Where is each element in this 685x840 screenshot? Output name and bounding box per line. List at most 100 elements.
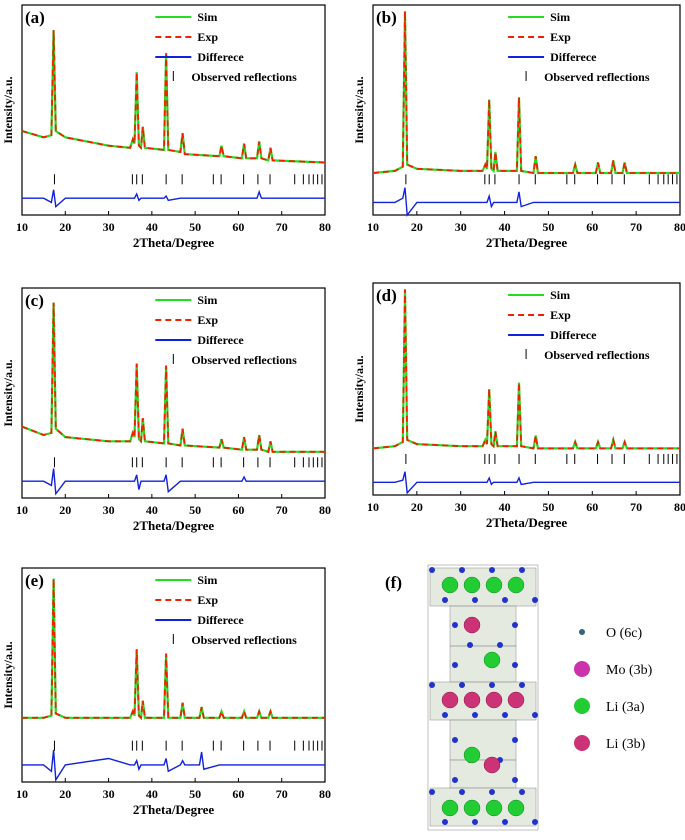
x-tick-label: 80 xyxy=(319,503,331,517)
legend-atom xyxy=(574,698,590,714)
series-line xyxy=(22,578,325,721)
legend-label: Observed reflections xyxy=(191,353,297,367)
x-tick-label: 20 xyxy=(411,500,423,514)
legend-atom xyxy=(574,661,590,677)
plot-frame xyxy=(372,4,681,216)
panel-label: (b) xyxy=(376,8,397,27)
series-line xyxy=(373,471,680,495)
x-tick-label: 50 xyxy=(189,503,201,517)
plot-frame xyxy=(372,282,681,496)
x-tick-label: 80 xyxy=(674,220,685,234)
legend-label: Differece xyxy=(197,50,244,64)
x-tick-label: 60 xyxy=(232,787,244,801)
y-axis-label: Intensity/a.u. xyxy=(1,641,15,708)
series-line xyxy=(22,468,325,496)
plot-frame xyxy=(21,287,326,499)
x-axis-label: 2Theta/Degree xyxy=(486,515,568,530)
x-tick-label: 80 xyxy=(319,787,331,801)
series-line xyxy=(21,30,326,164)
x-tick-label: 20 xyxy=(59,503,71,517)
legend-label: Observed reflections xyxy=(544,70,650,84)
panel-label: (f) xyxy=(385,573,402,592)
panel-label: (c) xyxy=(25,291,44,310)
legend-label: Sim xyxy=(550,10,570,24)
x-tick-label: 20 xyxy=(59,787,71,801)
legend-label: Differece xyxy=(197,613,244,627)
x-tick-label: 60 xyxy=(586,500,598,514)
legend-atom xyxy=(579,629,585,635)
x-tick-label: 10 xyxy=(367,220,379,234)
x-tick-label: 70 xyxy=(630,220,642,234)
y-axis-label: Intensity/a.u. xyxy=(1,76,15,143)
x-axis-label: 2Theta/Degree xyxy=(133,518,215,533)
x-tick-label: 20 xyxy=(59,220,71,234)
x-axis-label: 2Theta/Degree xyxy=(133,235,215,250)
oxygen-atoms xyxy=(429,567,538,825)
panel-label: (e) xyxy=(25,571,44,590)
legend-label: Sim xyxy=(550,288,570,302)
x-tick-label: 60 xyxy=(586,220,598,234)
legend-label: Observed reflections xyxy=(191,70,297,84)
legend-label: Observed reflections xyxy=(191,633,297,647)
y-axis-label: Intensity/a.u. xyxy=(352,76,366,143)
legend-label: Sim xyxy=(197,573,217,587)
series-line xyxy=(22,749,325,783)
legend-label: Differece xyxy=(197,333,244,347)
y-axis-label: Intensity/a.u. xyxy=(352,355,366,422)
series-line xyxy=(372,289,680,450)
x-tick-label: 40 xyxy=(146,220,158,234)
series-line xyxy=(22,578,325,720)
x-tick-label: 10 xyxy=(16,787,28,801)
legend-label: Differece xyxy=(550,328,597,342)
y-axis-label: Intensity/a.u. xyxy=(1,359,15,426)
plot-frame xyxy=(21,567,326,783)
x-tick-label: 70 xyxy=(276,787,288,801)
x-tick-label: 10 xyxy=(16,503,28,517)
x-tick-label: 40 xyxy=(499,500,511,514)
x-axis-label: 2Theta/Degree xyxy=(133,802,215,817)
legend-atom xyxy=(574,735,590,751)
series-line xyxy=(22,189,325,208)
x-tick-label: 50 xyxy=(542,220,554,234)
x-tick-label: 10 xyxy=(367,500,379,514)
series-line xyxy=(21,30,326,164)
legend-label: Exp xyxy=(197,30,218,44)
x-tick-label: 30 xyxy=(103,787,115,801)
legend-label: Exp xyxy=(550,308,571,322)
x-tick-label: 30 xyxy=(103,220,115,234)
x-tick-label: 80 xyxy=(674,500,685,514)
x-tick-label: 70 xyxy=(630,500,642,514)
legend-label: O (6c) xyxy=(606,626,642,641)
legend-label: Observed reflections xyxy=(544,348,650,362)
x-tick-label: 60 xyxy=(232,220,244,234)
series-line xyxy=(21,302,325,453)
x-tick-label: 50 xyxy=(189,787,201,801)
series-line xyxy=(372,11,680,175)
series-line xyxy=(372,289,680,450)
x-tick-label: 30 xyxy=(455,500,467,514)
crystal-structure xyxy=(427,564,539,831)
x-tick-label: 30 xyxy=(103,503,115,517)
x-tick-label: 70 xyxy=(276,503,288,517)
x-tick-label: 70 xyxy=(276,220,288,234)
x-tick-label: 40 xyxy=(146,787,158,801)
legend-label: Sim xyxy=(197,293,217,307)
legend-label: Mo (3b) xyxy=(606,663,653,678)
series-line xyxy=(21,302,325,454)
x-tick-label: 30 xyxy=(455,220,467,234)
x-axis-label: 2Theta/Degree xyxy=(486,235,568,250)
legend-label: Exp xyxy=(550,30,571,44)
x-tick-label: 10 xyxy=(16,220,28,234)
panel-label: (d) xyxy=(376,286,397,305)
x-tick-label: 50 xyxy=(189,220,201,234)
legend-label: Exp xyxy=(197,313,218,327)
panel-label: (a) xyxy=(25,8,45,27)
plot-frame xyxy=(21,4,326,216)
series-line xyxy=(373,187,680,217)
x-tick-label: 60 xyxy=(232,503,244,517)
series-line xyxy=(372,11,680,175)
x-tick-label: 20 xyxy=(411,220,423,234)
x-tick-label: 40 xyxy=(499,220,511,234)
